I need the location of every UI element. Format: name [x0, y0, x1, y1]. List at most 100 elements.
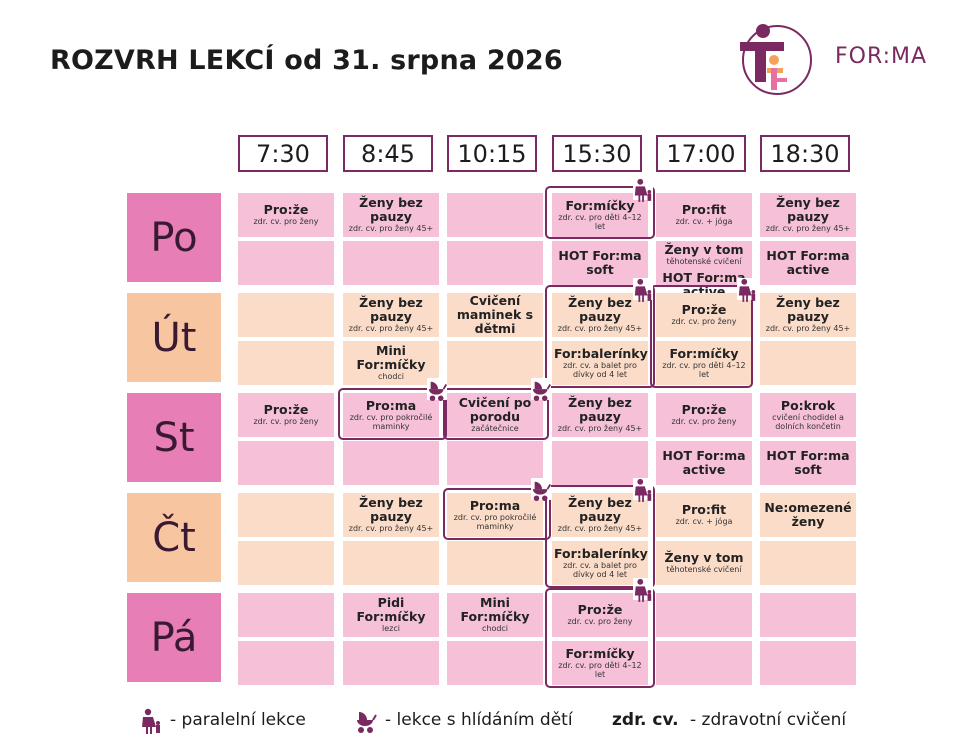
- day-label: Pá: [127, 593, 221, 682]
- lesson-title: Po:krok: [780, 397, 836, 413]
- lesson-cell: Cvičení po porodu začátečnice: [447, 393, 543, 437]
- lesson-title: Ženy bez pauzy: [568, 295, 632, 325]
- lesson-title: Ženy bez pauzy: [359, 195, 423, 225]
- lesson-title: Pro:ma: [469, 497, 521, 513]
- lesson-subtitle: zdr. cv. pro pokročilé maminky: [453, 512, 537, 532]
- lesson-cell: Pro:ma zdr. cv. pro pokročilé maminky: [343, 393, 439, 437]
- lesson-subtitle: zdr. cv. pro ženy 45+: [557, 324, 643, 334]
- lesson-cell: Pro:že zdr. cv. pro ženy: [656, 293, 752, 337]
- legend-abbr: zdr. cv.: [612, 710, 679, 730]
- lesson-title: HOT For:ma active: [766, 248, 850, 277]
- stroller-icon: [427, 378, 448, 401]
- stroller-icon: [531, 378, 552, 401]
- lesson-cell: For:balerínky zdr. cv. a balet pro dívky …: [552, 341, 648, 385]
- lesson-cell: Mini For:míčky chodci: [447, 593, 543, 637]
- lesson-title: HOT For:ma soft: [766, 448, 850, 477]
- lesson-title: Pro:že: [263, 402, 309, 418]
- lesson-subtitle: zdr. cv. pro pokročilé maminky: [349, 412, 433, 432]
- lesson-title: For:balerínky: [554, 545, 648, 561]
- lesson-subtitle: lezci: [382, 624, 400, 634]
- lesson-title: For:míčky: [565, 197, 635, 213]
- stroller-icon: [531, 478, 552, 501]
- lesson-subtitle: zdr. cv. + jóga: [675, 217, 733, 227]
- lesson-cell: [343, 641, 439, 685]
- day-label: St: [127, 393, 221, 482]
- lesson-cell: [238, 641, 334, 685]
- lesson-subtitle: zdr. cv. pro ženy 45+: [557, 524, 643, 534]
- mother-child-icon: [633, 278, 653, 302]
- lesson-subtitle: zdr. cv. pro ženy 45+: [348, 324, 434, 334]
- lesson-cell: Pro:fit zdr. cv. + jóga: [656, 493, 752, 537]
- lesson-subtitle: zdr. cv. pro ženy 45+: [348, 224, 434, 234]
- lesson-cell: Ženy v tom těhotenské cvičení HOT For:ma a…: [656, 241, 752, 298]
- lesson-cell: [552, 441, 648, 485]
- lesson-subtitle: zdr. cv. pro ženy 45+: [765, 224, 851, 234]
- lesson-cell: [447, 541, 543, 585]
- lesson-subtitle: zdr. cv. a balet pro dívky od 4 let: [563, 560, 637, 580]
- day-label: Po: [127, 193, 221, 282]
- lesson-title: Ne:omezené ženy: [764, 500, 852, 529]
- day-label: Út: [127, 293, 221, 382]
- lesson-cell: HOT For:ma soft: [552, 241, 648, 285]
- lesson-title: Mini For:míčky: [356, 343, 426, 373]
- lesson-subtitle: zdr. cv. pro děti 4–12 let: [558, 660, 642, 680]
- lesson-cell: [656, 641, 752, 685]
- lesson-title: Ženy bez pauzy: [568, 495, 632, 525]
- time-header: 7:30: [238, 135, 328, 172]
- lesson-cell: HOT For:ma active: [760, 241, 856, 285]
- lesson-title: HOT For:ma active: [662, 448, 746, 477]
- lesson-cell: For:míčky zdr. cv. pro děti 4–12 let: [552, 641, 648, 685]
- lesson-cell: [238, 293, 334, 337]
- lesson-cell: Pro:fit zdr. cv. + jóga: [656, 193, 752, 237]
- lesson-cell: Ne:omezené ženy: [760, 493, 856, 537]
- lesson-cell: Cvičení maminek s dětmi: [447, 293, 543, 337]
- lesson-cell: [447, 641, 543, 685]
- lesson-cell: [238, 593, 334, 637]
- lesson-cell: [760, 593, 856, 637]
- lesson-title: Pro:že: [681, 302, 727, 318]
- lesson-title: For:míčky: [669, 345, 739, 361]
- lesson-title: Cvičení po porodu: [458, 395, 532, 425]
- lesson-subtitle: zdr. cv. pro ženy: [567, 617, 633, 627]
- lesson-cell: Ženy v tom těhotenské cvičení: [656, 541, 752, 585]
- brand-name: FOR:MA: [835, 44, 928, 69]
- lesson-title: Pro:fit: [681, 202, 727, 218]
- lesson-cell: [238, 493, 334, 537]
- lesson-subtitle: zdr. cv. a balet pro dívky od 4 let: [563, 360, 637, 380]
- lesson-cell: [238, 241, 334, 285]
- lesson-title: HOT For:ma soft: [558, 248, 642, 277]
- lesson-title: Pro:že: [577, 602, 623, 618]
- lesson-subtitle: zdr. cv. pro děti 4–12 let: [662, 360, 746, 380]
- legend-parallel-text: - paralelní lekce: [170, 710, 306, 730]
- time-header: 15:30: [552, 135, 642, 172]
- lesson-subtitle: zdr. cv. pro děti 4–12 let: [558, 212, 642, 232]
- lesson-cell: [447, 193, 543, 237]
- lesson-cell: Pro:že zdr. cv. pro ženy: [656, 393, 752, 437]
- mother-child-icon: [633, 578, 653, 602]
- forma-logo: [740, 24, 812, 95]
- lesson-cell: For:míčky zdr. cv. pro děti 4–12 let: [656, 341, 752, 385]
- lesson-cell: Pro:že zdr. cv. pro ženy: [552, 593, 648, 637]
- page-title: ROZVRH LEKCÍ od 31. srpna 2026: [50, 45, 563, 76]
- time-header: 18:30: [760, 135, 850, 172]
- lesson-cell: [447, 341, 543, 385]
- lesson-cell: [760, 541, 856, 585]
- lesson-cell: [238, 541, 334, 585]
- lesson-cell: For:míčky zdr. cv. pro děti 4–12 let: [552, 193, 648, 237]
- stroller-icon: [357, 712, 377, 733]
- lesson-subtitle: těhotenské cvičení: [666, 565, 742, 575]
- legend-stroller-text: - lekce s hlídáním dětí: [385, 710, 573, 730]
- lesson-cell: [343, 241, 439, 285]
- lesson-title: Ženy v tom: [664, 242, 744, 257]
- lesson-title: Mini For:míčky: [460, 595, 530, 625]
- lesson-title: Ženy bez pauzy: [776, 195, 840, 225]
- lesson-cell: Ženy bez pauzy zdr. cv. pro ženy 45+: [552, 393, 648, 437]
- lesson-cell: [447, 441, 543, 485]
- legend: - paralelní lekce - lekce s hlídáním dět…: [0, 708, 970, 738]
- day-label: Čt: [127, 493, 221, 582]
- lesson-cell: HOT For:ma active: [656, 441, 752, 485]
- lesson-subtitle: zdr. cv. pro ženy 45+: [557, 424, 643, 434]
- lesson-cell: [760, 341, 856, 385]
- mother-child-icon: [142, 708, 160, 734]
- lesson-cell: Ženy bez pauzy zdr. cv. pro ženy 45+: [760, 193, 856, 237]
